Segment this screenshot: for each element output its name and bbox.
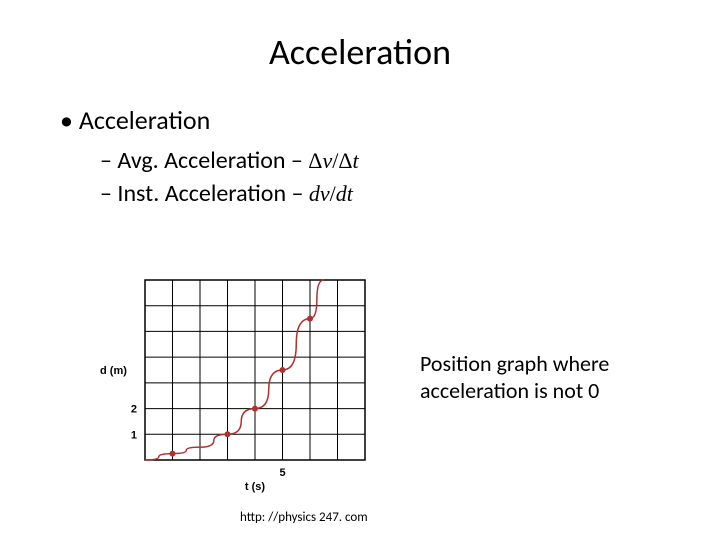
bullet-avg-label: Avg. Acceleration –: [117, 146, 308, 175]
svg-text:2: 2: [131, 404, 137, 416]
position-chart: 1 2 5 d (m) t (s): [90, 270, 390, 510]
bullet-inst-label: Inst. Acceleration –: [117, 179, 308, 208]
formula-avg: Δv/Δt: [308, 148, 358, 173]
bullet-acceleration: Acceleration: [60, 104, 680, 136]
svg-text:t (s): t (s): [245, 481, 266, 493]
bullet-avg: Avg. Acceleration – Δv/Δt: [100, 146, 680, 175]
source-url: http: //physics 247. com: [240, 510, 368, 525]
svg-text:5: 5: [279, 467, 285, 479]
formula-inst: dv/dt: [309, 181, 353, 206]
svg-text:d (m): d (m): [100, 365, 127, 377]
svg-text:1: 1: [131, 429, 137, 441]
chart-caption: Position graph where acceleration is not…: [420, 350, 680, 404]
slide-title: Acceleration: [40, 30, 680, 74]
bullet-inst: Inst. Acceleration – dv/dt: [100, 179, 680, 208]
